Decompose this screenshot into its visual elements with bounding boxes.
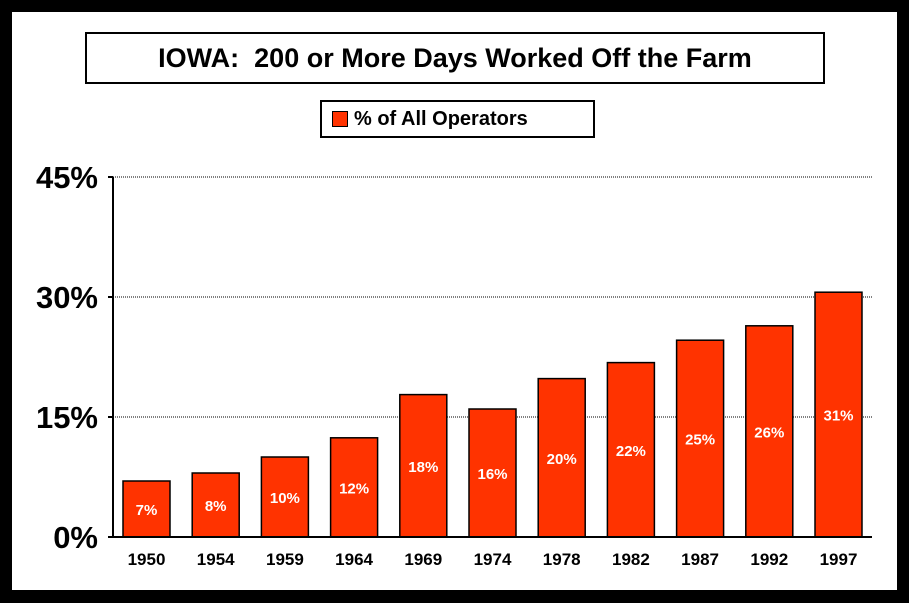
- bar: [606, 361, 656, 538]
- x-tick-label: 1954: [197, 550, 235, 569]
- data-label: 20%: [547, 451, 577, 468]
- x-tick-label: 1982: [612, 550, 650, 569]
- bar: [537, 377, 586, 538]
- x-tick-label: 1997: [820, 550, 858, 569]
- data-label: 26%: [754, 424, 784, 441]
- data-label: 12%: [339, 480, 369, 497]
- chart-title: IOWA: 200 or More Days Worked Off the Fa…: [85, 32, 825, 84]
- x-tick-label: 1964: [335, 550, 373, 569]
- legend-label: % of All Operators: [354, 107, 528, 130]
- y-tick-label: 0%: [53, 520, 98, 555]
- x-tick-label: 1969: [404, 550, 442, 569]
- data-label: 10%: [270, 490, 300, 507]
- x-tick-label: 1974: [474, 550, 512, 569]
- data-label: 8%: [205, 498, 227, 515]
- data-label: 7%: [136, 502, 158, 519]
- y-tick-label: 15%: [36, 400, 98, 435]
- bar: [745, 325, 794, 538]
- data-label: 31%: [823, 408, 853, 425]
- legend-swatch: [332, 111, 348, 127]
- bar: [399, 393, 448, 538]
- x-tick-label: 1978: [543, 550, 581, 569]
- bar: [675, 339, 725, 538]
- x-tick-label: 1950: [128, 550, 166, 569]
- bar: [329, 437, 379, 538]
- data-label: 22%: [616, 443, 646, 460]
- data-label: 25%: [685, 432, 715, 449]
- legend: % of All Operators: [320, 100, 595, 138]
- x-tick-label: 1987: [681, 550, 719, 569]
- y-tick-label: 45%: [36, 160, 98, 195]
- bar: [260, 456, 310, 538]
- data-label: 16%: [477, 466, 507, 483]
- data-label: 18%: [408, 459, 438, 476]
- y-tick-label: 30%: [36, 280, 98, 315]
- x-tick-label: 1992: [750, 550, 788, 569]
- x-tick-label: 1959: [266, 550, 304, 569]
- bar: [191, 472, 240, 538]
- bar: [814, 291, 863, 538]
- bar: [468, 408, 517, 538]
